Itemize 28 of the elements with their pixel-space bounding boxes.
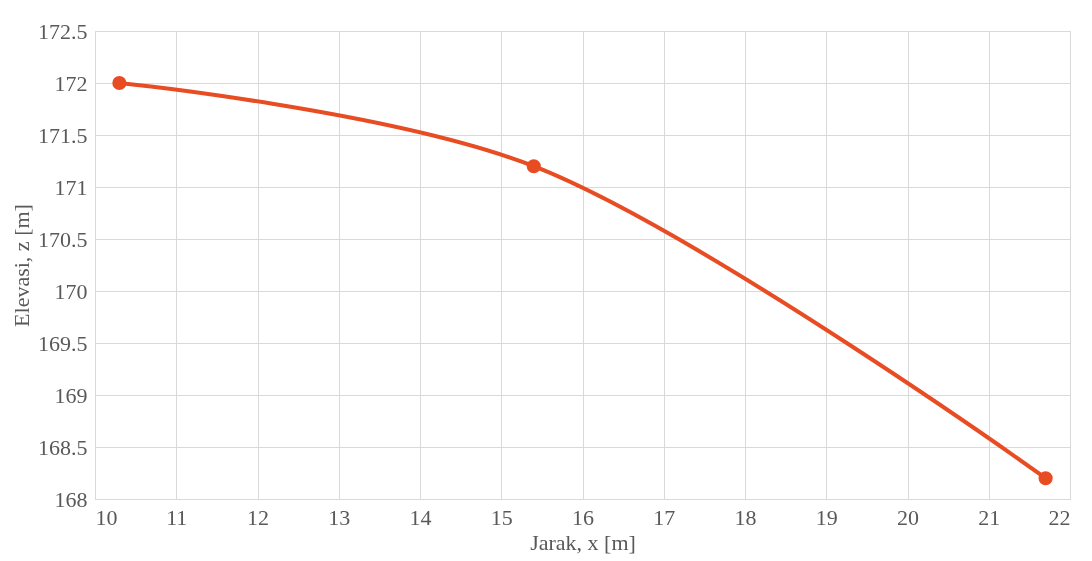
point bbox=[112, 75, 127, 91]
x-tick-label: 11 bbox=[166, 504, 188, 530]
y-tick-label: 172.5 bbox=[38, 18, 88, 44]
point bbox=[1038, 471, 1053, 486]
x-tick-label: 17 bbox=[653, 504, 676, 530]
y-tick-label: 172 bbox=[54, 70, 88, 96]
y-tick-label: 170.5 bbox=[38, 226, 88, 252]
point bbox=[526, 159, 541, 174]
x-tick-label: 19 bbox=[815, 504, 838, 530]
y-tick-label: 171 bbox=[54, 174, 88, 200]
x-tick-label: 10 bbox=[95, 504, 118, 530]
y-tick-label: 168.5 bbox=[38, 434, 88, 460]
x-tick-label: 15 bbox=[490, 504, 513, 530]
x-tick-label: 22 bbox=[1048, 504, 1071, 530]
x-tick-label: 16 bbox=[572, 504, 594, 530]
x-tick-label: 20 bbox=[897, 504, 919, 530]
x-tick-label: 21 bbox=[978, 504, 1001, 530]
x-tick-label: 18 bbox=[734, 504, 757, 530]
y-tick-label: 170 bbox=[54, 278, 88, 304]
x-tick-label: 12 bbox=[247, 504, 269, 530]
y-tick-label: 169.5 bbox=[38, 330, 88, 356]
y-tick-label: 171.5 bbox=[38, 122, 88, 148]
x-axis-title: Jarak, x [m] bbox=[530, 529, 636, 555]
x-tick-label: 14 bbox=[409, 504, 432, 530]
y-axis-title: Elevasi, z [m] bbox=[9, 204, 34, 327]
y-tick-label: 169 bbox=[54, 382, 88, 408]
x-tick-label: 13 bbox=[328, 504, 351, 530]
y-tick-label: 168 bbox=[54, 486, 88, 512]
